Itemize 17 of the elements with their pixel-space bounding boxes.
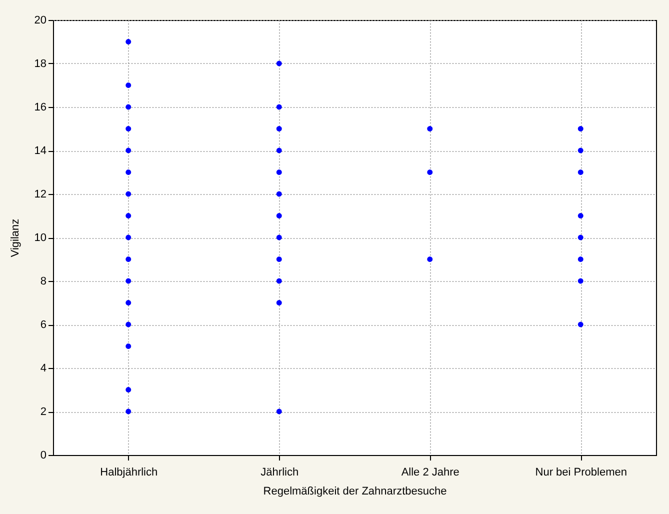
y-tick-label: 4 <box>40 362 46 374</box>
x-tick-label: Nur bei Problemen <box>535 466 627 478</box>
y-tick-label: 14 <box>34 145 46 157</box>
y-tick-label: 20 <box>34 14 46 26</box>
y-tick-label: 16 <box>34 102 46 114</box>
y-tick-label: 10 <box>34 232 46 244</box>
x-tick-label: Alle 2 Jahre <box>401 466 460 478</box>
y-tick-label: 0 <box>40 450 46 462</box>
y-tick-label: 18 <box>34 58 46 70</box>
x-axis-title: Regelmäßigkeit der Zahnarztbesuche <box>263 486 447 498</box>
y-tick-label: 12 <box>34 188 46 200</box>
x-tick-label: Halbjährlich <box>100 466 158 478</box>
x-tick-label: Jährlich <box>260 466 299 478</box>
y-tick-label: 2 <box>40 406 46 418</box>
y-tick-label: 8 <box>40 276 46 288</box>
y-axis-title: Vigilanz <box>9 218 22 258</box>
y-tick-label: 6 <box>40 319 46 331</box>
